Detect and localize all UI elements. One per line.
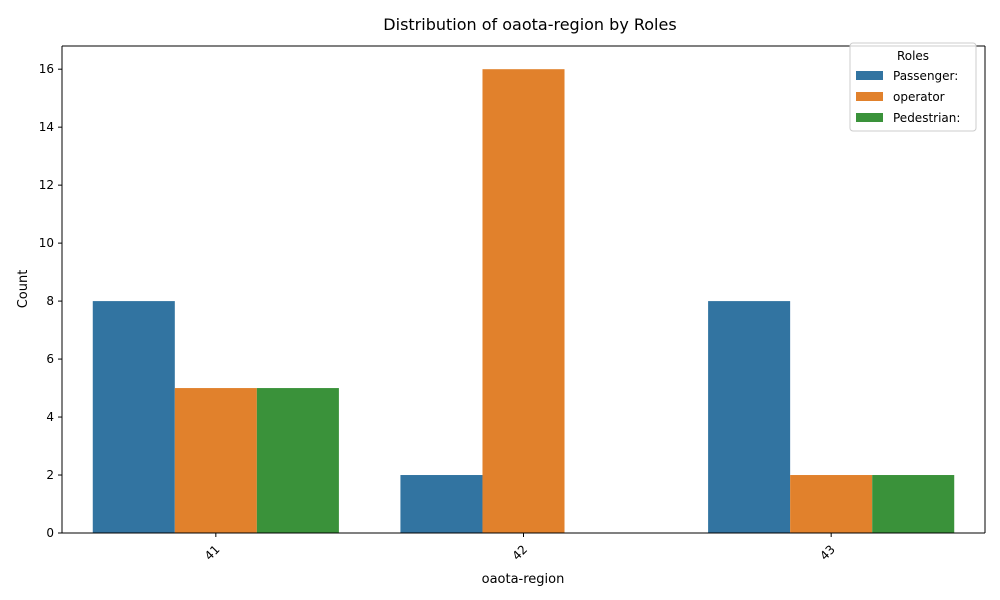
legend-swatch: [856, 113, 883, 122]
bar: [790, 475, 873, 533]
bar: [872, 475, 955, 533]
bar: [708, 301, 791, 533]
chart-title: Distribution of oaota-region by Roles: [383, 15, 676, 34]
y-tick-label: 8: [46, 294, 54, 308]
bar: [256, 388, 339, 533]
bar: [482, 69, 565, 533]
legend-title: Roles: [897, 49, 929, 63]
bar: [174, 388, 257, 533]
legend: Roles Passenger: operator Pedestrian:: [849, 42, 977, 132]
x-axis-label: oaota-region: [482, 572, 565, 587]
y-axis-label: Count: [16, 270, 31, 309]
legend-entry: Passenger:: [893, 69, 958, 83]
legend-swatch: [856, 92, 883, 101]
y-tick-label: 14: [39, 120, 54, 134]
y-tick-label: 0: [46, 526, 54, 540]
x-tick-label: 41: [202, 542, 223, 563]
legend-entry: Pedestrian:: [893, 111, 960, 125]
legend-swatch: [856, 71, 883, 80]
y-tick-label: 16: [39, 62, 54, 76]
y-tick-label: 4: [46, 410, 54, 424]
y-tick-label: 6: [46, 352, 54, 366]
bar: [92, 301, 175, 533]
legend-box: [849, 42, 977, 132]
plot-area: 0 2 4 6 8 10 12 14 16 41 42 43: [39, 45, 986, 563]
x-tick-label: 42: [510, 542, 531, 563]
y-tick-label: 12: [39, 178, 54, 192]
legend-entry: operator: [893, 90, 945, 104]
bar: [400, 475, 483, 533]
y-tick-label: 10: [39, 236, 54, 250]
y-tick-label: 2: [46, 468, 54, 482]
x-tick-label: 43: [817, 542, 838, 563]
